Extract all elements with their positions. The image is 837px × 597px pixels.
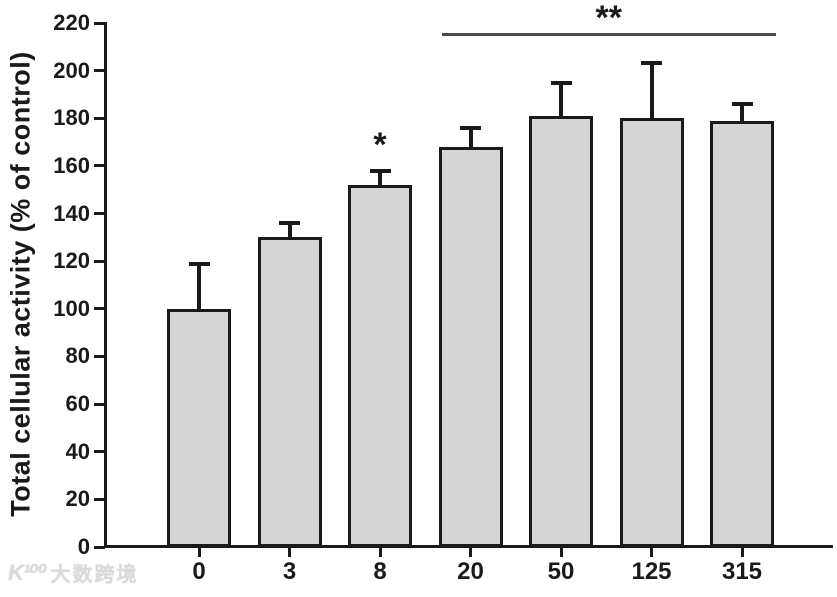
error-bar-cap bbox=[550, 80, 572, 85]
error-bar-stem bbox=[287, 223, 292, 238]
x-axis-tick bbox=[469, 548, 472, 557]
y-axis-tick-label: 120 bbox=[53, 248, 90, 274]
bar bbox=[438, 146, 503, 547]
x-axis-tick bbox=[197, 548, 201, 557]
x-axis-tick-label: 3 bbox=[282, 558, 297, 585]
y-axis-tick-label: 140 bbox=[53, 200, 90, 226]
error-bar-stem bbox=[197, 263, 201, 309]
y-axis-tick-label: 180 bbox=[53, 105, 90, 131]
y-axis-line bbox=[104, 22, 107, 548]
y-axis-tick-label: 60 bbox=[65, 391, 90, 417]
error-bar-stem bbox=[649, 63, 654, 119]
x-axis-tick-label: 0 bbox=[192, 558, 206, 585]
y-axis-tick bbox=[94, 545, 105, 549]
x-axis-tick-label: 20 bbox=[457, 558, 484, 585]
bar bbox=[167, 308, 231, 547]
x-axis-tick bbox=[559, 548, 563, 557]
x-axis-tick bbox=[650, 548, 653, 557]
y-axis-tick bbox=[94, 354, 105, 358]
bar bbox=[710, 120, 774, 547]
y-axis-tick-label: 40 bbox=[65, 438, 90, 464]
bar bbox=[529, 115, 593, 547]
y-axis-tick bbox=[94, 116, 105, 120]
significance-line bbox=[441, 33, 776, 36]
error-bar-cap bbox=[369, 168, 391, 173]
x-axis-tick-label: 315 bbox=[721, 558, 763, 585]
error-bar-stem bbox=[378, 170, 382, 185]
y-axis-tick-label: 0 bbox=[77, 534, 90, 559]
error-bar-cap bbox=[460, 125, 481, 130]
watermark-text: 大数跨境 bbox=[50, 564, 139, 586]
x-axis-tick-label: 8 bbox=[373, 558, 387, 585]
significance-asterisks: ** bbox=[595, 0, 622, 37]
error-bar-cap bbox=[731, 101, 753, 106]
error-bar-cap bbox=[188, 261, 210, 266]
y-axis-tick bbox=[94, 450, 105, 454]
y-axis-tick bbox=[94, 69, 105, 73]
x-axis-tick bbox=[378, 548, 382, 557]
y-axis-tick bbox=[94, 212, 105, 216]
watermark-logo-icon: K¹⁰⁰ bbox=[8, 559, 47, 585]
y-axis-tick bbox=[94, 307, 105, 311]
y-axis-tick-label: 220 bbox=[53, 10, 90, 35]
y-axis-tick-label: 100 bbox=[53, 295, 90, 321]
y-axis-tick-label: 160 bbox=[53, 152, 90, 178]
x-axis-tick bbox=[288, 548, 291, 557]
x-axis-tick-label: 125 bbox=[631, 558, 672, 585]
y-axis-tick bbox=[94, 21, 105, 25]
bar bbox=[257, 237, 322, 547]
y-axis-tick-label: 80 bbox=[65, 343, 90, 369]
bar bbox=[619, 118, 684, 547]
x-axis-tick-label: 50 bbox=[547, 558, 575, 585]
bar bbox=[348, 184, 412, 547]
error-bar-stem bbox=[740, 103, 744, 121]
y-axis-tick bbox=[94, 402, 105, 406]
x-axis-tick bbox=[740, 548, 744, 557]
error-bar-stem bbox=[468, 127, 473, 147]
significance-asterisk: * bbox=[373, 125, 387, 164]
error-bar-cap bbox=[641, 61, 662, 66]
y-axis-tick bbox=[94, 259, 105, 263]
y-axis-tick-label: 200 bbox=[53, 57, 90, 83]
y-axis-tick bbox=[94, 497, 105, 501]
watermark: K¹⁰⁰ 大数跨境 bbox=[8, 558, 139, 587]
error-bar-stem bbox=[559, 82, 563, 116]
y-axis-tick-label: 20 bbox=[65, 486, 90, 512]
y-axis-tick bbox=[94, 164, 105, 168]
error-bar-cap bbox=[279, 221, 300, 226]
